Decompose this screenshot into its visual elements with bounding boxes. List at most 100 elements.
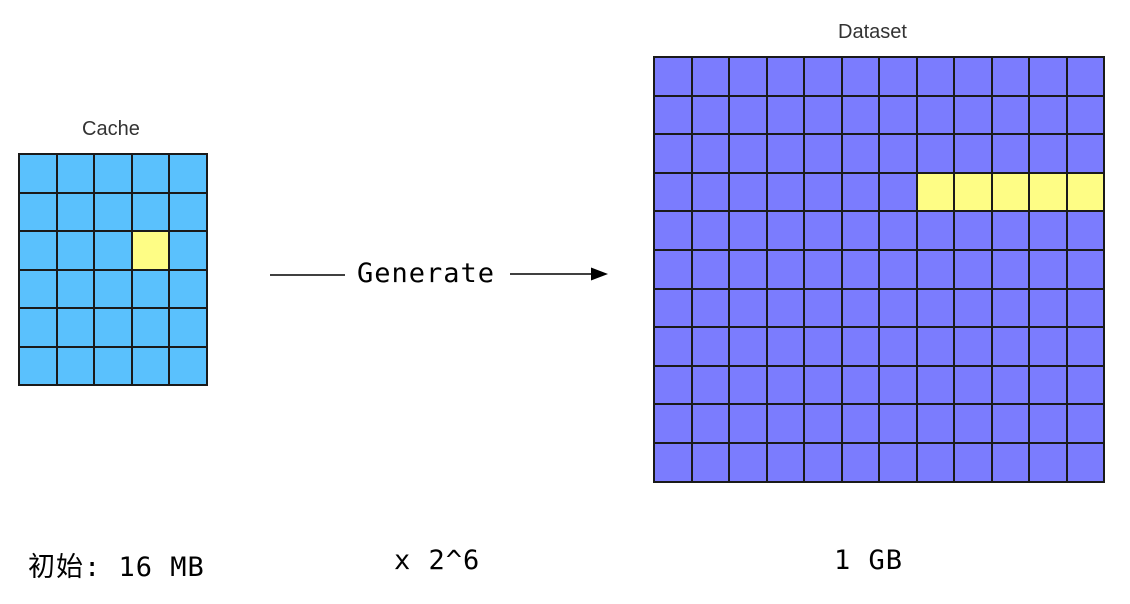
dataset-cell bbox=[730, 58, 766, 95]
cache-cell bbox=[57, 270, 94, 307]
dataset-cell bbox=[955, 366, 991, 404]
cache-cell bbox=[95, 347, 131, 384]
dataset-cell bbox=[1030, 443, 1066, 481]
dataset-cell bbox=[955, 58, 991, 95]
cache-cell bbox=[57, 309, 94, 346]
dataset-cell bbox=[655, 366, 691, 404]
cache-cell bbox=[20, 309, 56, 346]
dataset-cell bbox=[767, 405, 803, 442]
cache-cell bbox=[95, 270, 131, 307]
dataset-cell bbox=[730, 96, 766, 134]
dataset-cell bbox=[1067, 289, 1103, 327]
dataset-cell bbox=[730, 135, 766, 172]
dataset-cell bbox=[880, 212, 916, 249]
dataset-cell bbox=[692, 212, 728, 249]
dataset-cell bbox=[1067, 443, 1103, 481]
dataset-cell bbox=[880, 173, 916, 211]
dataset-cell-highlighted bbox=[955, 173, 991, 211]
dataset-cell bbox=[992, 366, 1028, 404]
dataset-cell bbox=[880, 289, 916, 327]
dataset-cell bbox=[767, 135, 803, 172]
dataset-cell bbox=[1030, 328, 1066, 365]
dataset-cell-highlighted bbox=[992, 173, 1028, 211]
cache-cell bbox=[132, 347, 169, 384]
dataset-cell bbox=[730, 212, 766, 249]
cache-cell bbox=[20, 155, 56, 192]
arrowhead-icon bbox=[591, 267, 608, 281]
dataset-cell bbox=[692, 250, 728, 288]
dataset-cell bbox=[842, 58, 878, 95]
final-size-text: 1 GB bbox=[834, 545, 904, 576]
dataset-cell bbox=[730, 173, 766, 211]
cache-cell bbox=[20, 270, 56, 307]
dataset-cell bbox=[955, 212, 991, 249]
dataset-cell bbox=[767, 173, 803, 211]
dataset-cell bbox=[917, 405, 953, 442]
dataset-cell bbox=[730, 250, 766, 288]
cache-cell bbox=[20, 193, 56, 230]
generate-label: Generate bbox=[357, 258, 496, 289]
dataset-cell bbox=[842, 96, 878, 134]
dataset-cell bbox=[692, 366, 728, 404]
dataset-cell bbox=[692, 173, 728, 211]
dataset-cell bbox=[1030, 405, 1066, 442]
dataset-cell bbox=[692, 135, 728, 172]
dataset-cell bbox=[655, 289, 691, 327]
dataset-cell bbox=[692, 405, 728, 442]
dataset-cell bbox=[842, 289, 878, 327]
dataset-cell bbox=[842, 173, 878, 211]
dataset-cell bbox=[1030, 366, 1066, 404]
dataset-cell bbox=[1030, 250, 1066, 288]
dataset-cell bbox=[992, 289, 1028, 327]
dataset-cell bbox=[880, 328, 916, 365]
dataset-cell bbox=[1030, 289, 1066, 327]
cache-cell bbox=[132, 193, 169, 230]
cache-cell bbox=[170, 309, 206, 346]
cache-cell bbox=[20, 347, 56, 384]
dataset-cell bbox=[955, 443, 991, 481]
dataset-cell bbox=[842, 212, 878, 249]
cache-cell bbox=[170, 155, 206, 192]
dataset-cell bbox=[655, 135, 691, 172]
dataset-cell bbox=[692, 96, 728, 134]
dataset-cell bbox=[955, 405, 991, 442]
dataset-title: Dataset bbox=[838, 21, 907, 43]
dataset-cell bbox=[917, 443, 953, 481]
dataset-cell bbox=[880, 250, 916, 288]
dataset-cell bbox=[917, 58, 953, 95]
dataset-cell bbox=[842, 366, 878, 404]
dataset-cell bbox=[917, 366, 953, 404]
dataset-cell bbox=[805, 96, 841, 134]
dataset-cell bbox=[842, 405, 878, 442]
cache-cell bbox=[57, 155, 94, 192]
dataset-cell bbox=[730, 443, 766, 481]
dataset-cell bbox=[917, 135, 953, 172]
dataset-cell bbox=[730, 289, 766, 327]
multiplier-text: x 2^6 bbox=[394, 545, 481, 576]
dataset-cell bbox=[655, 96, 691, 134]
dataset-cell bbox=[805, 328, 841, 365]
dataset-cell bbox=[1067, 96, 1103, 134]
dataset-cell bbox=[1030, 135, 1066, 172]
dataset-cell bbox=[880, 366, 916, 404]
dataset-cell-highlighted bbox=[917, 173, 953, 211]
dataset-cell bbox=[655, 443, 691, 481]
dataset-cell bbox=[655, 405, 691, 442]
dataset-cell bbox=[880, 135, 916, 172]
cache-cell bbox=[132, 155, 169, 192]
dataset-cell bbox=[805, 212, 841, 249]
dataset-cell bbox=[1030, 58, 1066, 95]
dataset-cell bbox=[730, 366, 766, 404]
dataset-cell bbox=[880, 96, 916, 134]
cache-cell-highlighted bbox=[132, 232, 169, 269]
dataset-cell bbox=[992, 212, 1028, 249]
dataset-cell bbox=[1067, 250, 1103, 288]
dataset-cell bbox=[692, 443, 728, 481]
dataset-cell bbox=[805, 405, 841, 442]
dataset-cell bbox=[767, 328, 803, 365]
dataset-cell bbox=[805, 366, 841, 404]
cache-cell bbox=[95, 309, 131, 346]
dataset-cell bbox=[992, 328, 1028, 365]
dataset-cell bbox=[1067, 328, 1103, 365]
cache-cell bbox=[20, 232, 56, 269]
